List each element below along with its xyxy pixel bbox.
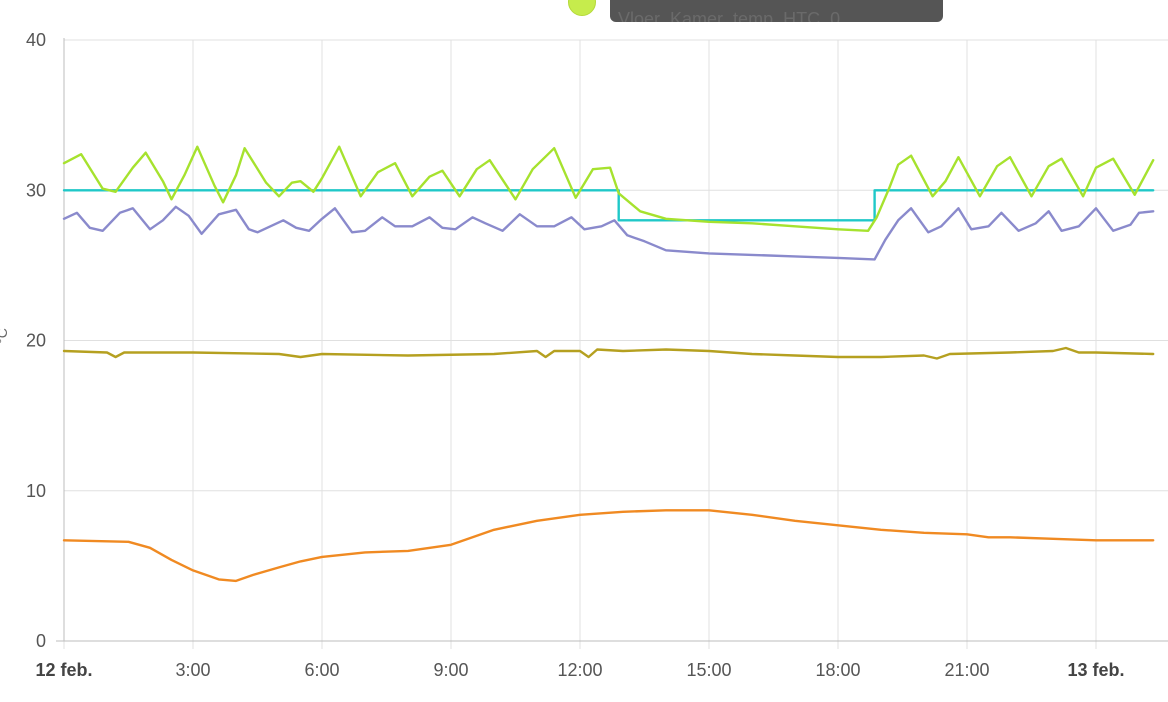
tooltip-label: Vloer_Kamer_temp_HTC_0	[618, 9, 841, 22]
x-tick-label: 13 feb.	[1067, 660, 1124, 680]
grid	[63, 39, 1168, 649]
x-tick-label: 12:00	[557, 660, 602, 680]
series-line-1[interactable]	[62, 189, 1155, 222]
y-tick-label: 10	[26, 481, 46, 501]
series-layer	[62, 145, 1155, 583]
x-tick-label: 9:00	[433, 660, 468, 680]
y-axis-unit-label: °C	[0, 328, 10, 344]
tick-layer: 0 10 20 30 40 12 feb. 3:00 6:00 9:00 12:00 15:00 18…	[26, 30, 1125, 680]
x-tick-label: 21:00	[944, 660, 989, 680]
series-line-5[interactable]	[62, 509, 1155, 583]
x-tick-label: 18:00	[815, 660, 860, 680]
y-tick-label: 0	[36, 631, 46, 651]
x-tick-label: 12 feb.	[35, 660, 92, 680]
y-tick-label: 30	[26, 180, 46, 200]
x-tick-label: 15:00	[686, 660, 731, 680]
axes	[56, 38, 1168, 642]
y-tick-label: 40	[26, 30, 46, 50]
y-tick-label: 20	[26, 331, 46, 351]
tooltip: Vloer_Kamer_temp_HTC_0	[610, 0, 943, 22]
series-line-2[interactable]	[62, 145, 1155, 232]
series-line-4[interactable]	[62, 346, 1155, 360]
x-tick-label: 3:00	[175, 660, 210, 680]
x-tick-label: 6:00	[304, 660, 339, 680]
series-line-3[interactable]	[62, 205, 1155, 261]
